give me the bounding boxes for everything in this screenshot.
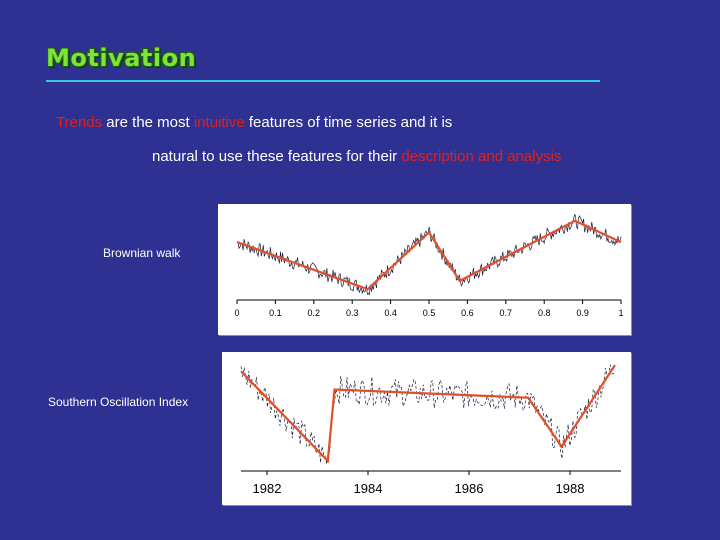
x-tick-label: 0.4 — [384, 308, 397, 318]
title-underline — [46, 80, 600, 82]
time-series-line — [240, 364, 616, 465]
x-tick-label: 1 — [618, 308, 623, 318]
brownian-walk-label: Brownian walk — [103, 246, 181, 260]
brownian-walk-plot: 0 0.1 0.2 0.3 0.4 0.5 0.6 0.7 0.8 0.9 1 — [218, 204, 631, 335]
x-tick-label: 0.3 — [346, 308, 359, 318]
text-line1-part4: features of time series and it is — [244, 114, 453, 131]
text-intuitive: intuitive — [193, 114, 245, 131]
x-tick-label: 0.5 — [423, 308, 436, 318]
text-description-analysis: description and analysis — [401, 148, 562, 165]
slide-title: Motivation — [46, 44, 197, 72]
motivation-line-2: natural to use these features for their … — [152, 148, 561, 165]
text-line2-part1: natural to use these features for their — [152, 148, 402, 165]
soi-label: Southern Oscillation Index — [48, 395, 189, 409]
x-tick-label: 0.2 — [308, 308, 321, 318]
soi-plot: 1982 1984 1986 1988 — [222, 352, 631, 505]
text-line1-part2: are the most — [102, 114, 194, 131]
x-tick-label: 1988 — [556, 481, 585, 496]
x-tick-label: 0.8 — [538, 308, 551, 318]
x-tick-label: 0.6 — [461, 308, 474, 318]
soi-svg: 1982 1984 1986 1988 — [240, 364, 621, 496]
motivation-line-1: Trends are the most intuitive features o… — [56, 114, 452, 131]
x-tick-label: 1984 — [354, 481, 383, 496]
x-tick-label: 0.7 — [500, 308, 513, 318]
trend-line — [240, 364, 616, 464]
text-trends: Trends — [56, 114, 103, 131]
x-tick-label: 0.9 — [576, 308, 589, 318]
x-tick-label: 0 — [234, 308, 239, 318]
trend-line — [236, 219, 622, 291]
x-tick-label: 1986 — [455, 481, 484, 496]
x-tick-label: 1982 — [253, 481, 282, 496]
brownian-walk-svg: 0 0.1 0.2 0.3 0.4 0.5 0.6 0.7 0.8 0.9 1 — [234, 213, 624, 318]
x-tick-label: 0.1 — [269, 308, 282, 318]
